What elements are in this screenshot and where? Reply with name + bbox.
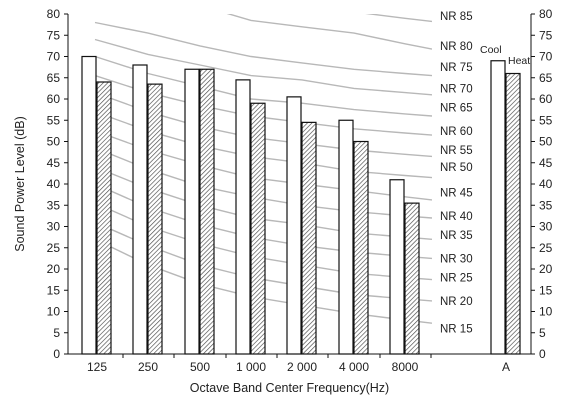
y-tick-label-left: 5 [53, 326, 60, 340]
x-tick-label-500: 500 [190, 360, 210, 374]
y-tick-label-right: 25 [539, 241, 553, 255]
bar-cool-250 [132, 64, 148, 355]
bar-heat-8000 [404, 202, 420, 355]
y-tick-label-right: 60 [539, 92, 553, 106]
y-tick-label-left: 40 [47, 177, 61, 191]
nr-label-nr60: NR 60 [440, 126, 473, 138]
nr-label-nr55: NR 55 [440, 145, 473, 157]
bar-cool-2000 [286, 96, 302, 355]
y-tick-label-left: 25 [47, 241, 61, 255]
y-tick-label-left: 10 [47, 305, 61, 319]
y-tick-label-left: 55 [47, 113, 61, 127]
y-tick-label-right: 30 [539, 220, 553, 234]
y-tick-label-left: 0 [53, 347, 60, 361]
y-tick-label-right: 50 [539, 135, 553, 149]
y-tick-label-right: 45 [539, 156, 553, 170]
y-tick-label-left: 60 [47, 92, 61, 106]
x-tick-label-125: 125 [87, 360, 107, 374]
y-tick-label-right: 20 [539, 262, 553, 276]
y-axis-title: Sound Power Level (dB) [13, 116, 27, 252]
x-tick-label-8000: 8000 [392, 360, 419, 374]
y-tick-label-right: 65 [539, 71, 553, 85]
nr-curve-nr75 [94, 21, 432, 77]
nr-label-nr20: NR 20 [440, 296, 473, 308]
x-tick-label-250: 250 [138, 360, 158, 374]
x-tick-label-A: A [502, 360, 510, 374]
labels: NR 85 NR 80 NR 75 NR 70 NR 65 NR 60 NR 55 NR 50… [13, 11, 530, 395]
nr-label-nr70: NR 70 [440, 83, 473, 95]
bar-heat-2000 [301, 121, 317, 355]
bar-heat-A [505, 72, 521, 355]
y-tick-label-right: 10 [539, 305, 553, 319]
x-tick-label-4000: 4 000 [339, 360, 369, 374]
bar-cool-A [490, 60, 506, 355]
y-tick-label-left: 15 [47, 283, 61, 297]
bar-heat-500 [199, 68, 215, 355]
bar-cool-500 [184, 68, 200, 355]
y-tick-label-right: 80 [539, 7, 553, 21]
y-tick-label-right: 70 [539, 50, 553, 64]
nr-label-nr15: NR 15 [440, 324, 473, 336]
nr-label-nr30: NR 30 [440, 253, 473, 265]
nr-curve-nr80 [226, 14, 432, 50]
y-tick-label-left: 75 [47, 28, 61, 42]
y-tick-label-right: 35 [539, 198, 553, 212]
y-tick-label-right: 5 [539, 326, 546, 340]
y-tick-label-right: 75 [539, 28, 553, 42]
nr-label-nr50: NR 50 [440, 162, 473, 174]
x-axis-title: Octave Band Center Frequency(Hz) [190, 381, 389, 395]
y-tick-label-right: 15 [539, 283, 553, 297]
nr-label-nr40: NR 40 [440, 211, 473, 223]
nr-label-nr80: NR 80 [440, 41, 473, 53]
nr-curve-nr85 [365, 14, 432, 23]
bar-heat-1000 [250, 102, 266, 355]
bar-heat-4000 [353, 140, 369, 355]
bar-heat-125 [96, 81, 112, 355]
y-tick-label-left: 45 [47, 156, 61, 170]
bar-cool-125 [81, 55, 97, 355]
nr-curve-nr65 [94, 55, 432, 117]
nr-label-nr85: NR 85 [440, 11, 473, 23]
x-tick-label-1000: 1 000 [236, 360, 266, 374]
bar-cool-1000 [235, 79, 251, 355]
y-tick-label-left: 30 [47, 220, 61, 234]
y-tick-label-left: 65 [47, 71, 61, 85]
nr-label-nr25: NR 25 [440, 273, 473, 285]
bar-cool-4000 [338, 119, 354, 355]
y-tick-label-right: 40 [539, 177, 553, 191]
x-tick-label-2000: 2 000 [287, 360, 317, 374]
y-tick-label-left: 20 [47, 262, 61, 276]
nr-label-nr75: NR 75 [440, 62, 473, 74]
nr-curve-nr70 [94, 38, 432, 96]
bars [81, 55, 521, 355]
y-tick-label-right: 55 [539, 113, 553, 127]
y-tick-label-right: 0 [539, 347, 546, 361]
legend-cool-label: Cool [480, 44, 502, 56]
y-tick-label-left: 70 [47, 50, 61, 64]
bar-cool-8000 [389, 179, 405, 355]
bar-heat-250 [147, 83, 163, 355]
y-tick-label-left: 80 [47, 7, 61, 21]
y-tick-label-left: 50 [47, 135, 61, 149]
nr-label-nr45: NR 45 [440, 188, 473, 200]
y-tick-label-left: 35 [47, 198, 61, 212]
nr-label-nr65: NR 65 [440, 103, 473, 115]
legend-heat-label: Heat [508, 55, 530, 67]
nr-label-nr35: NR 35 [440, 230, 473, 242]
